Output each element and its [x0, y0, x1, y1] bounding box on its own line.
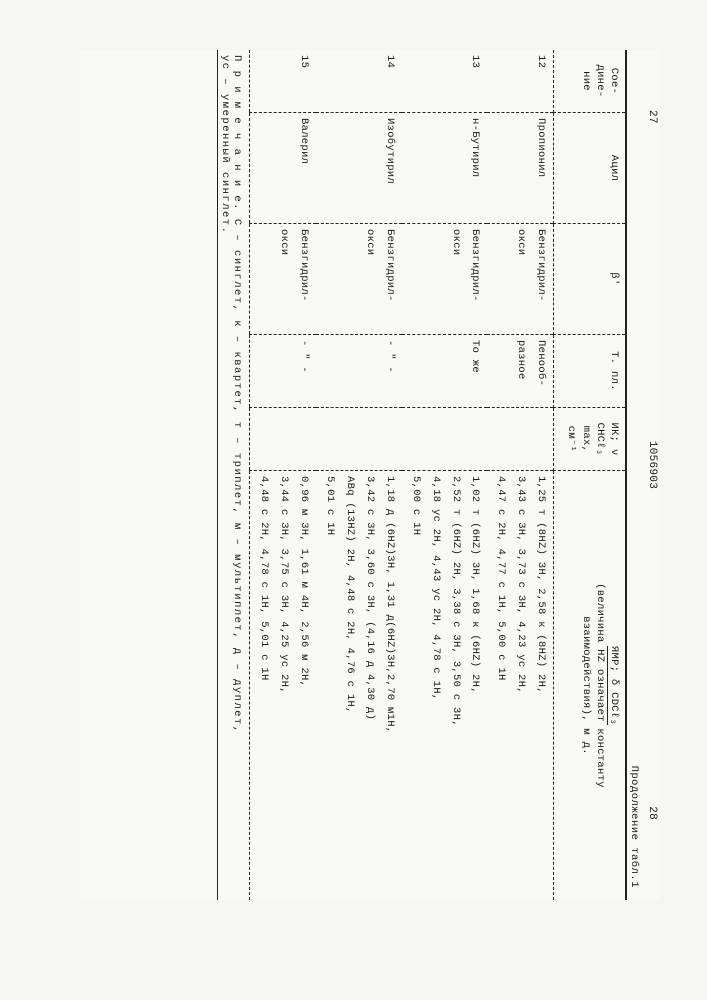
- table-caption: Продолжение табл.1: [625, 50, 640, 900]
- page-num-left: 27: [646, 110, 658, 124]
- cell-acyl: Валерил: [250, 113, 316, 224]
- cell-ik: [402, 408, 488, 471]
- th-nmr-top: ЯМР; δ CDCℓ₃: [607, 646, 620, 725]
- cell-nmr: 1,18 д (6HZ)3H, 1,31 д(6HZ)3H,2,70 м1H,3…: [316, 471, 402, 901]
- cell-nmr: 1,02 т (6HZ) 3H, 1,68 к (6HZ) 2H,2,52 т …: [402, 471, 488, 901]
- cell-beta: Бензгидрил-окси: [402, 224, 488, 335]
- cell-acyl: н-Бутирил: [402, 113, 488, 224]
- cell-beta: Бензгидрил-окси: [250, 224, 316, 335]
- cell-n: 15: [250, 50, 316, 113]
- th-compound: Сое-дине-ние: [554, 50, 625, 113]
- cell-n: 13: [402, 50, 488, 113]
- cell-ik: [250, 408, 316, 471]
- th-ik: ИК; ν CHCℓ₃max,см⁻¹: [554, 408, 625, 471]
- cell-ik: [316, 408, 402, 471]
- data-table: Сое-дине-ние Ацил β' Т. пл. ИК; ν CHCℓ₃m…: [216, 50, 625, 900]
- cell-tpl: Пенооб-разное: [488, 335, 554, 408]
- doc-number: 1056903: [646, 441, 658, 489]
- cell-acyl: Изобутирил: [316, 113, 402, 224]
- cell-tpl: То же: [402, 335, 488, 408]
- footnote: П р и м е ч а н и е. С – синглет, к – кв…: [216, 50, 250, 900]
- cell-ik: [488, 408, 554, 471]
- table-row: 14ИзобутирилБензгидрил-окси- " - 1,18 д (…: [316, 50, 402, 900]
- cell-tpl: - " -: [250, 335, 316, 408]
- page-num-right: 28: [646, 806, 658, 820]
- table-row: 15ВалерилБензгидрил-окси- " - 0,96 м 3H, …: [250, 50, 316, 900]
- cell-nmr: 1,25 т (8HZ) 3H, 2,58 к (8HZ) 2H,3,43 с …: [488, 471, 554, 901]
- th-nmr: ЯМР; δ CDCℓ₃ (величина HZ означает конст…: [554, 471, 625, 901]
- cell-tpl: - " -: [316, 335, 402, 408]
- th-acyl: Ацил: [554, 113, 625, 224]
- cell-nmr: 0,96 м 3H, 1,61 м 4H, 2,56 м 2H,3,44 с 3…: [250, 471, 316, 901]
- table-row: 12ПропионилБензгидрил-оксиПенооб-разное 1…: [488, 50, 554, 900]
- cell-n: 12: [488, 50, 554, 113]
- cell-n: 14: [316, 50, 402, 113]
- cell-beta: Бензгидрил-окси: [488, 224, 554, 335]
- th-beta: β': [554, 224, 625, 335]
- cell-beta: Бензгидрил-окси: [316, 224, 402, 335]
- th-tpl: Т. пл.: [554, 335, 625, 408]
- table-row: 13н-БутирилБензгидрил-оксиТо же 1,02 т (6…: [402, 50, 488, 900]
- th-nmr-sub: (величина HZ означает константувзаимодей…: [580, 583, 606, 788]
- cell-acyl: Пропионил: [488, 113, 554, 224]
